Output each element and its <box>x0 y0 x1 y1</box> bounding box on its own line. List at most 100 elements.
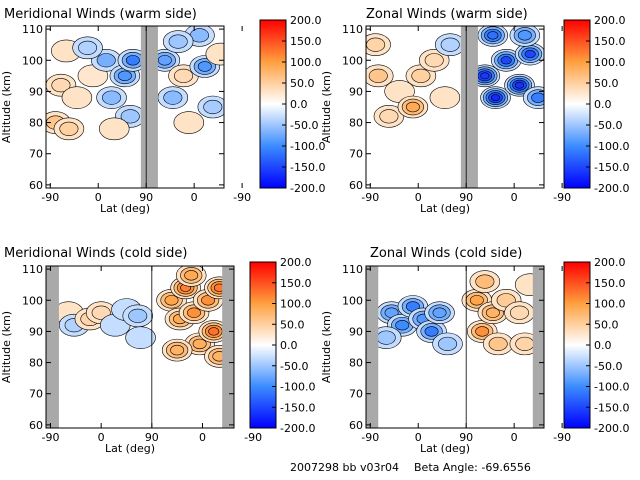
contour-blob-5 <box>416 320 447 343</box>
contour-blob-2 <box>53 117 85 141</box>
contour-blob-19 <box>175 266 207 287</box>
nodata-band-1 <box>46 266 59 428</box>
contour-blob-14 <box>504 301 535 325</box>
contour-blob-14 <box>514 42 544 66</box>
nodata-band-1 <box>140 26 158 188</box>
colorbar-tick-label: 150.0 <box>594 35 626 48</box>
y-tick-label: 90 <box>29 325 43 338</box>
panel-title: Meridional Winds (cold side) <box>4 246 187 261</box>
colorbar-tick-label: -150.0 <box>290 161 325 174</box>
colorbar-tick-label: -50.0 <box>290 119 318 132</box>
contour-blob-15 <box>509 332 541 356</box>
nodata-band-1 <box>366 266 379 428</box>
y-tick-label: 70 <box>349 388 363 401</box>
contour-blob-7 <box>122 304 153 328</box>
x-axis-label: Lat (deg) <box>105 442 155 455</box>
panel-title: Zonal Winds (warm side) <box>366 7 528 22</box>
contour-blob-15 <box>157 86 189 109</box>
colorbar <box>259 19 287 189</box>
y-tick-label: 110 <box>342 23 363 36</box>
colorbar-tick-label: -50.0 <box>280 360 308 373</box>
colorbar-tick-label: 150.0 <box>280 277 312 290</box>
colorbar-tick-label: -200.0 <box>280 422 315 435</box>
colorbar-tick-label: -150.0 <box>594 401 629 414</box>
contour-blob-12 <box>98 117 130 141</box>
contour-blob-6 <box>424 301 455 325</box>
contour-blob-17 <box>173 111 205 134</box>
contour-blob-13 <box>504 73 535 97</box>
x-tick-label: -90 <box>553 431 571 444</box>
y-tick-label: 60 <box>29 179 43 192</box>
plot-frame <box>365 265 545 429</box>
panel-title: Meridional Winds (warm side) <box>4 7 197 22</box>
contour-blob-17 <box>509 26 541 47</box>
x-tick-label: -90 <box>41 191 59 204</box>
colorbar-tick-label: 50.0 <box>594 318 619 331</box>
plot-frame <box>365 25 545 189</box>
nodata-band-2 <box>532 266 544 428</box>
x-tick-label: 0 <box>415 431 422 444</box>
y-tick-label: 100 <box>342 294 363 307</box>
y-tick-label: 110 <box>342 263 363 276</box>
contour-blob-5 <box>397 95 429 119</box>
colorbar-tick-label: 50.0 <box>290 77 315 90</box>
x-tick-label: 90 <box>145 431 159 444</box>
x-tick-label: -90 <box>233 191 251 204</box>
colorbar-tick-label: 0.0 <box>594 98 612 111</box>
x-tick-label: 0 <box>511 191 518 204</box>
colorbar-tick-label: 50.0 <box>280 318 305 331</box>
contour-blob-18 <box>161 338 193 362</box>
nodata-band-2 <box>222 266 234 428</box>
contour-blob-7 <box>418 48 450 72</box>
colorbar-tick-label: 50.0 <box>594 77 619 90</box>
colorbar-tick-label: 150.0 <box>594 277 626 290</box>
colorbar-tick-label: -100.0 <box>290 140 325 153</box>
contour-blob-12 <box>482 332 514 356</box>
x-tick-label: 0 <box>95 191 102 204</box>
y-tick-label: 70 <box>29 148 43 161</box>
footer-beta: Beta Angle: -69.6556 <box>414 461 531 474</box>
colorbar-tick-label: -50.0 <box>594 119 622 132</box>
x-tick-label: -90 <box>553 191 571 204</box>
contour-blob-4 <box>61 86 93 109</box>
contour-blob-1 <box>366 64 394 88</box>
y-tick-label: 90 <box>29 85 43 98</box>
contour-blob-12 <box>490 48 522 72</box>
contour-blob-8 <box>96 86 127 109</box>
y-tick-label: 80 <box>29 117 43 130</box>
contour-blob-19 <box>197 95 224 119</box>
y-axis-label: Altitude (km) <box>320 71 333 143</box>
contour-blob-17 <box>469 270 501 293</box>
y-axis-label: Altitude (km) <box>0 71 13 143</box>
y-tick-label: 90 <box>349 325 363 338</box>
colorbar-tick-label: 200.0 <box>290 14 322 27</box>
colorbar <box>563 19 591 189</box>
x-tick-label: 0 <box>191 191 198 204</box>
contour-blob-10 <box>117 48 149 72</box>
colorbar-tick-label: 100.0 <box>290 56 322 69</box>
colorbar-tick-label: 200.0 <box>594 256 626 269</box>
contour-blob-11 <box>480 86 511 109</box>
contour-blob-15 <box>522 86 544 109</box>
x-tick-label: -90 <box>361 431 379 444</box>
contour-blob-2 <box>366 33 391 56</box>
x-axis-label: Lat (deg) <box>420 202 470 215</box>
plot-frame <box>45 265 235 429</box>
panel-title: Zonal Winds (cold side) <box>370 246 522 261</box>
colorbar-tick-label: -200.0 <box>290 182 325 195</box>
y-tick-label: 60 <box>349 419 363 432</box>
contour-field <box>53 266 234 368</box>
y-tick-label: 80 <box>29 357 43 370</box>
contour-blob-15 <box>198 320 229 343</box>
contour-blob-22 <box>162 30 194 53</box>
colorbar-tick-label: -50.0 <box>594 360 622 373</box>
colorbar-tick-label: 100.0 <box>280 298 312 311</box>
nodata-band-1 <box>460 26 478 188</box>
colorbar <box>563 261 591 429</box>
x-tick-label: 0 <box>511 431 518 444</box>
contour-blob-16 <box>477 26 509 47</box>
y-tick-label: 110 <box>22 263 43 276</box>
